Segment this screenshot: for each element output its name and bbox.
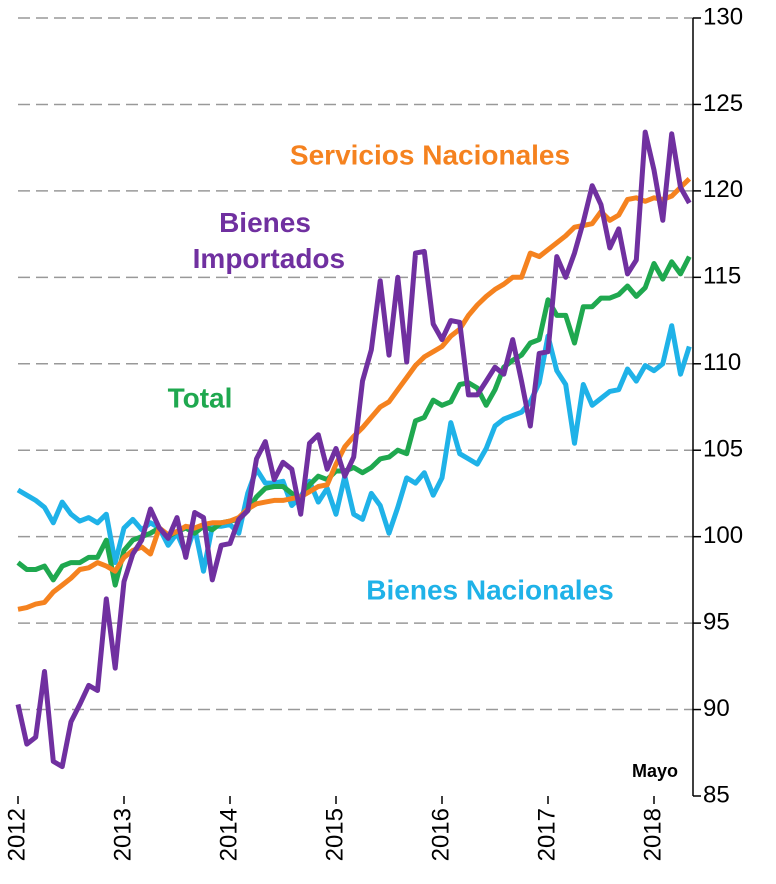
series-label: Servicios Nacionales — [290, 139, 570, 170]
series-label: Bienes Nacionales — [366, 574, 613, 605]
x-tick-label: 2016 — [427, 808, 454, 861]
x-tick-label: 2012 — [3, 808, 30, 861]
x-tick-label: 2017 — [533, 808, 560, 861]
y-tick-label: 130 — [703, 3, 743, 30]
series-line — [16, 255, 692, 588]
x-tick-label: 2014 — [215, 808, 242, 861]
y-tick-label: 110 — [703, 349, 741, 376]
label-line: Importados — [185, 243, 345, 274]
y-tick-label: 100 — [703, 522, 743, 549]
y-tick-label: 95 — [703, 608, 730, 635]
x-tick-label: 2013 — [109, 808, 136, 861]
y-tick-label: 90 — [703, 695, 730, 722]
series-label: Bienes Importados — [185, 207, 345, 274]
annotation: Mayo — [632, 761, 678, 781]
y-tick-label: 115 — [703, 263, 741, 290]
x-tick-label: 2015 — [321, 808, 348, 861]
y-tick-label: 120 — [703, 176, 743, 203]
series-line — [15, 129, 692, 770]
y-tick-label: 125 — [703, 90, 743, 117]
label-line: Bienes — [219, 207, 311, 238]
x-tick-label: 2018 — [639, 808, 666, 861]
series-label: Total — [168, 382, 233, 413]
y-tick-label: 105 — [703, 436, 743, 463]
y-tick-label: 85 — [703, 781, 730, 808]
series-line — [16, 323, 692, 574]
